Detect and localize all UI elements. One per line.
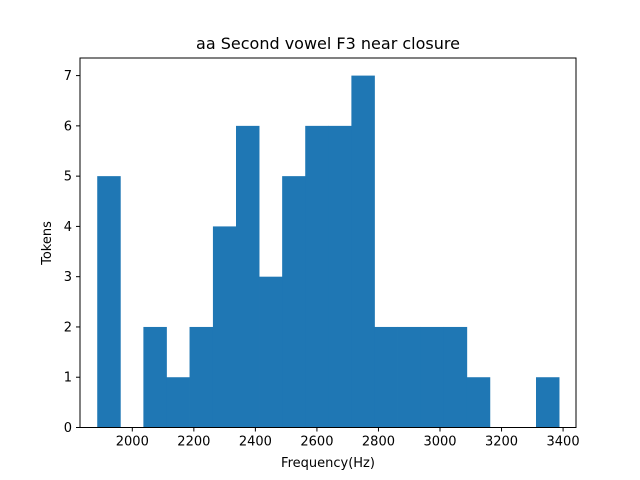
x-axis-label: Frequency(Hz) <box>281 456 375 471</box>
histogram-bar <box>189 326 214 428</box>
y-tick-label: 5 <box>64 170 72 185</box>
y-axis-label: Tokens <box>40 221 55 266</box>
histogram-bars <box>97 75 560 428</box>
x-tick-label: 3000 <box>423 435 456 450</box>
histogram-bar <box>305 125 329 428</box>
y-tick-label: 6 <box>64 119 72 134</box>
y-tick-label: 7 <box>64 69 72 84</box>
x-tick-label: 2000 <box>116 435 149 450</box>
x-tick-label: 2600 <box>300 435 333 450</box>
plot-frame <box>79 57 577 428</box>
histogram-bar <box>282 176 306 428</box>
histogram-bar <box>420 326 445 428</box>
histogram-bar <box>351 75 375 428</box>
y-axis-ticks: 0 1 2 3 4 5 6 7 <box>64 69 80 436</box>
histogram-bar <box>397 326 422 428</box>
histogram-bar <box>143 326 167 428</box>
histogram-bar <box>443 326 468 428</box>
x-tick-label: 2400 <box>239 435 272 450</box>
x-tick-label: 3200 <box>485 435 518 450</box>
y-tick-label: 2 <box>64 320 72 335</box>
x-axis-ticks: 2000 2200 2400 2600 2800 3000 3200 3400 <box>116 427 580 450</box>
y-tick-label: 1 <box>64 371 72 386</box>
histogram-bar <box>97 176 121 428</box>
histogram-bar <box>466 377 491 428</box>
y-tick-label: 0 <box>64 421 72 436</box>
y-tick-label: 3 <box>64 270 72 285</box>
chart-title: aa Second vowel F3 near closure <box>196 34 460 53</box>
x-tick-label: 3400 <box>547 435 580 450</box>
y-tick-label: 4 <box>64 220 72 235</box>
x-tick-label: 2800 <box>362 435 395 450</box>
histogram-bar <box>374 326 398 428</box>
histogram-bar <box>166 377 190 428</box>
histogram-bar <box>212 226 237 428</box>
x-tick-label: 2200 <box>177 435 210 450</box>
histogram-bar <box>259 276 283 428</box>
histogram-bar <box>236 125 260 428</box>
histogram-bar <box>328 125 352 428</box>
histogram-bar <box>536 377 560 428</box>
